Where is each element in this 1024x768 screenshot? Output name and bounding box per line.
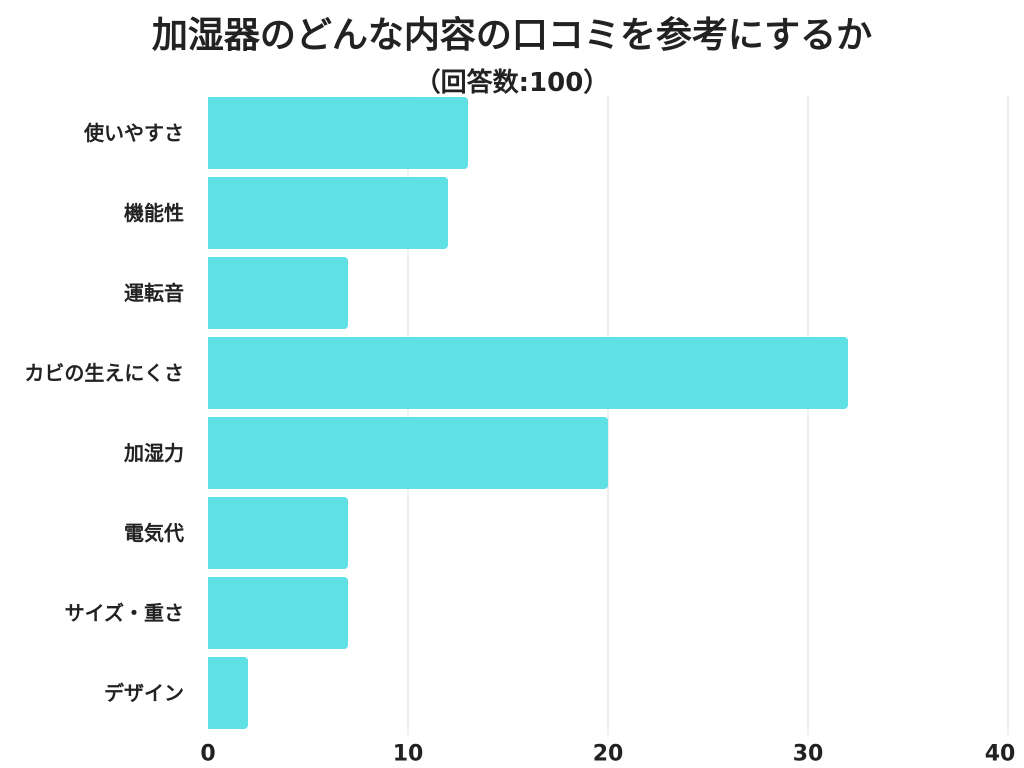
x-tick-label-10: 10: [393, 742, 424, 767]
chart-subtitle: （回答数:100）: [414, 68, 610, 98]
bar-6-base: [208, 577, 214, 649]
bar-1-base: [208, 177, 214, 249]
bar-7: [208, 657, 248, 729]
category-label-3: カビの生えにくさ: [24, 361, 184, 385]
bar-4: [208, 417, 608, 489]
bar-4-base: [208, 417, 214, 489]
bar-6: [208, 577, 348, 649]
bar-3: [208, 337, 848, 409]
x-tick-label-0: 0: [200, 742, 215, 767]
bar-3-base: [208, 337, 214, 409]
x-tick-label-30: 30: [793, 742, 824, 767]
bar-5-base: [208, 497, 214, 569]
bar-2: [208, 257, 348, 329]
category-label-2: 運転音: [124, 281, 184, 305]
x-tick-label-40: 40: [985, 742, 1016, 767]
chart-title: 加湿器のどんな内容の口コミを参考にするか: [151, 15, 873, 56]
category-label-7: デザイン: [104, 681, 184, 705]
bar-0-base: [208, 97, 214, 169]
category-label-6: サイズ・重さ: [65, 601, 184, 625]
bar-1: [208, 177, 448, 249]
category-label-5: 電気代: [124, 521, 184, 545]
x-tick-label-20: 20: [593, 742, 624, 767]
category-label-4: 加湿力: [123, 441, 184, 465]
bar-5: [208, 497, 348, 569]
bar-0: [208, 97, 468, 169]
category-label-0: 使いやすさ: [83, 121, 184, 145]
category-label-1: 機能性: [124, 201, 184, 225]
bar-2-base: [208, 257, 214, 329]
bar-7-base: [208, 657, 214, 729]
